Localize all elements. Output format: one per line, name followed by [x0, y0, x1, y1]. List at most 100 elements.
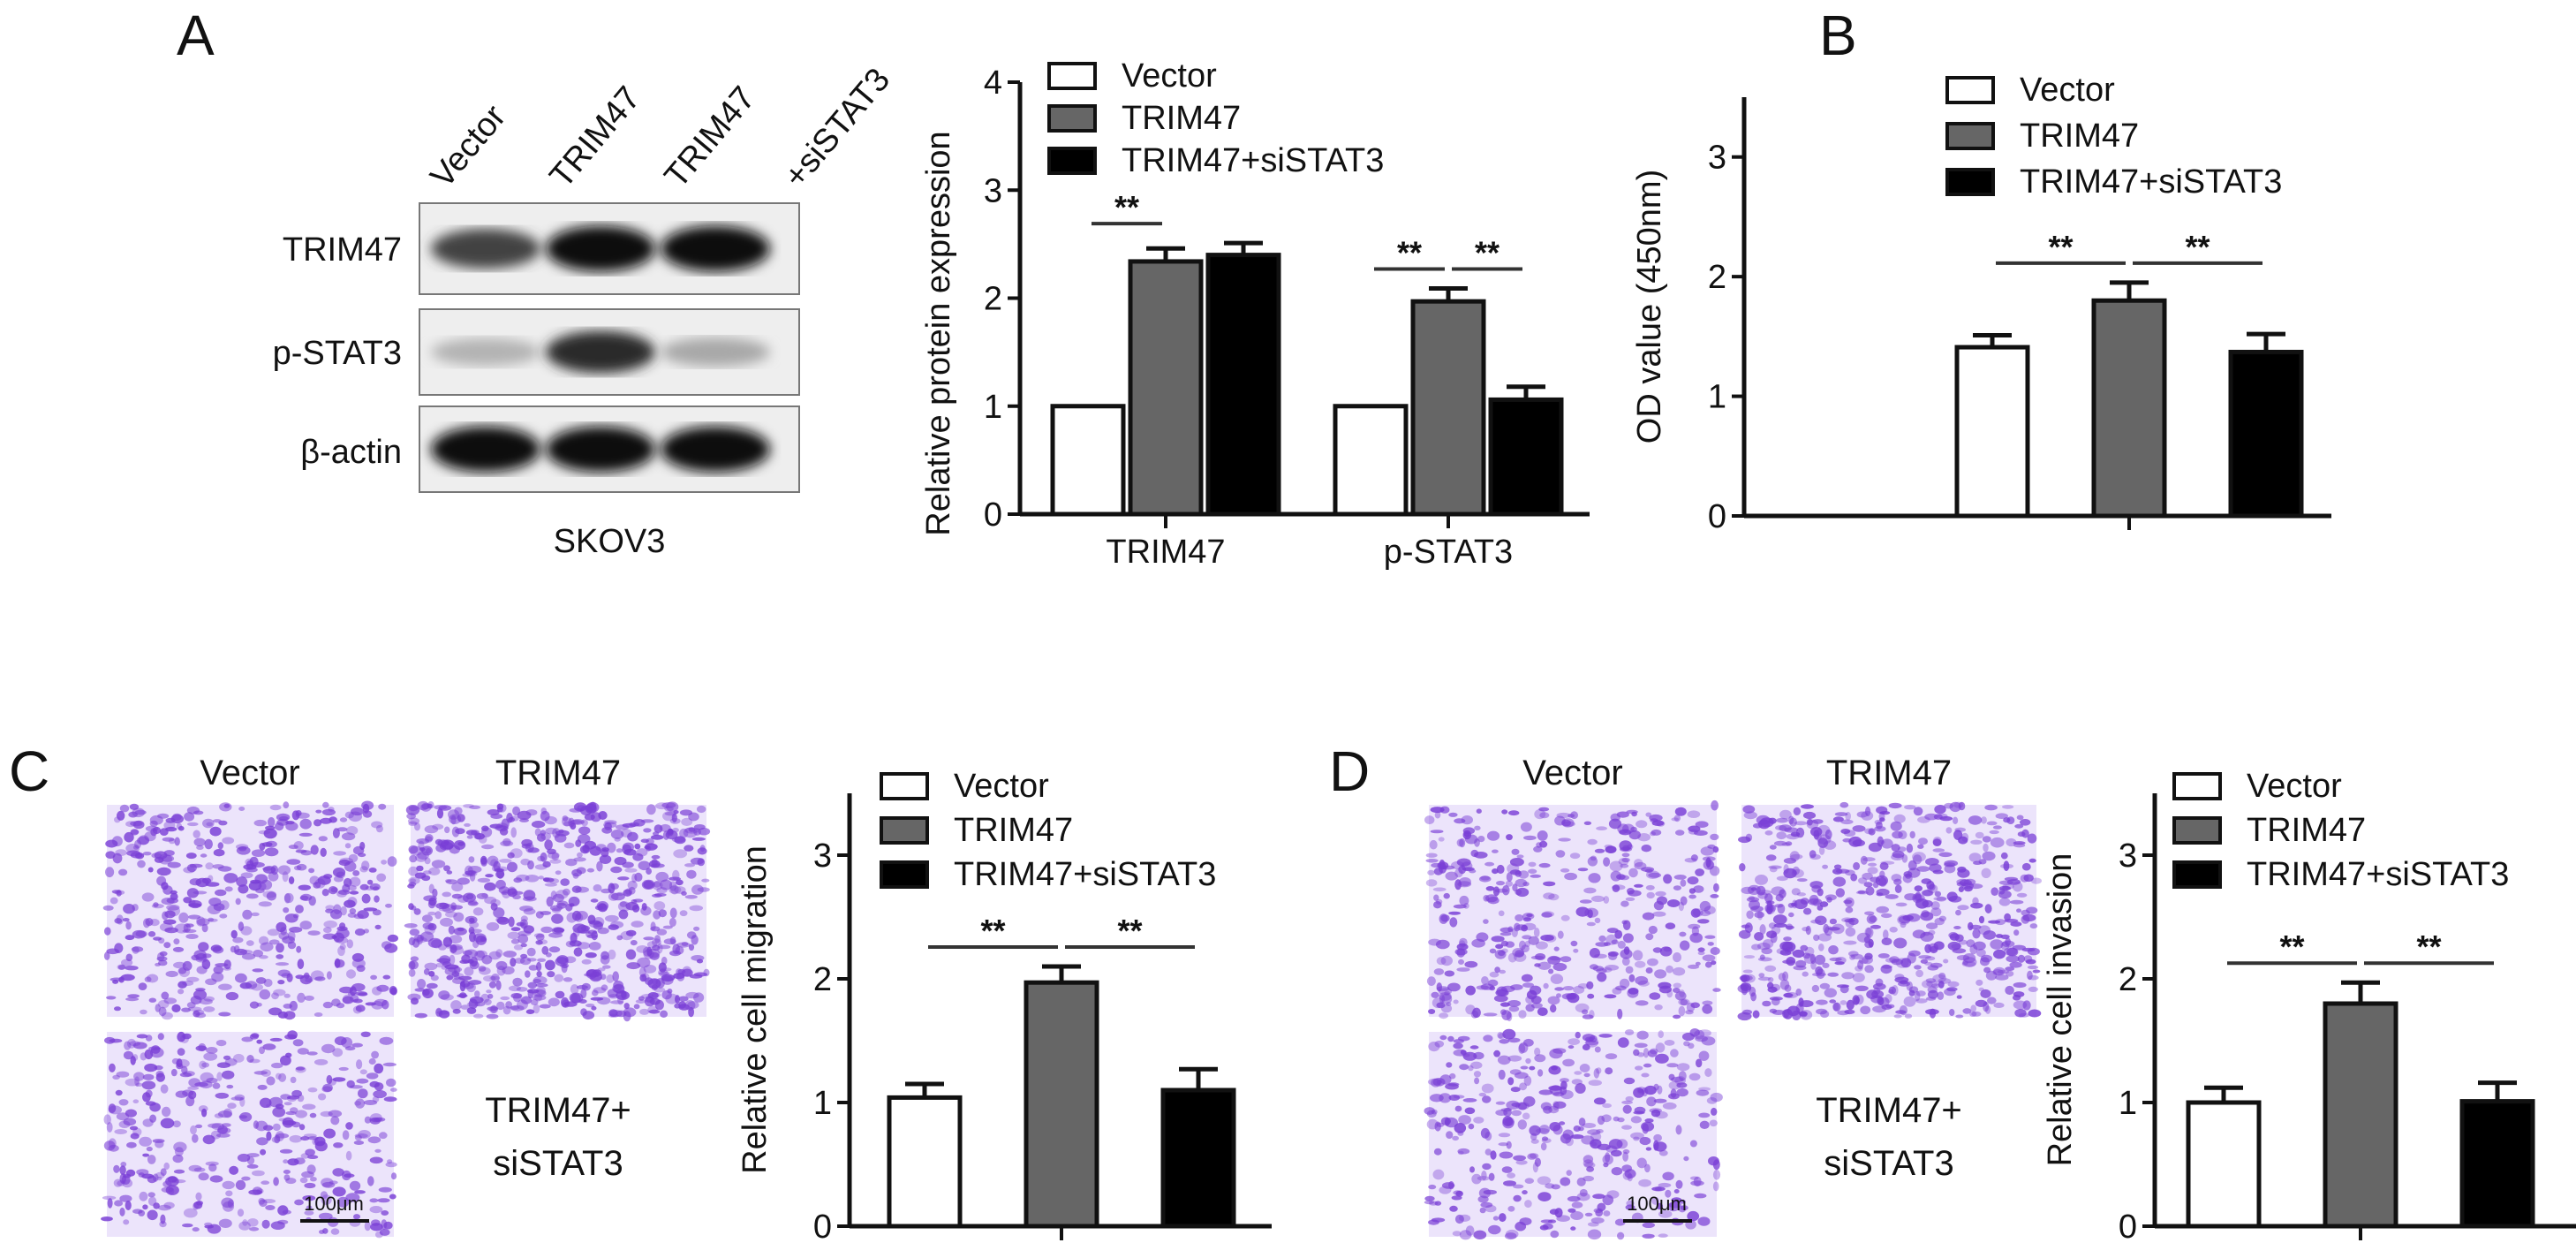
stained-cell — [273, 989, 286, 997]
stained-cell — [1828, 945, 1839, 955]
stained-cell — [1456, 967, 1470, 972]
stained-cell — [1533, 845, 1543, 853]
stained-cell — [359, 866, 368, 873]
stained-cell — [1892, 830, 1903, 839]
stained-cell — [1737, 984, 1752, 994]
stained-cell — [125, 844, 140, 853]
stained-cell — [638, 996, 645, 1001]
stained-cell — [1532, 1162, 1538, 1173]
stained-cell — [1535, 941, 1548, 950]
stained-cell — [124, 831, 134, 843]
stained-cell — [1750, 887, 1757, 891]
stained-cell — [1876, 821, 1883, 830]
legend-swatch — [2172, 860, 2222, 889]
stained-cell — [1474, 825, 1481, 830]
legend-label: Vector — [1122, 57, 1217, 95]
stained-cell — [1634, 883, 1643, 888]
stained-cell — [1816, 999, 1828, 1005]
stained-cell — [1683, 1041, 1690, 1047]
stained-cell — [1711, 1107, 1718, 1116]
stained-cell — [206, 822, 213, 827]
stained-cell — [332, 1186, 346, 1197]
bar — [1954, 345, 2030, 519]
stained-cell — [126, 1141, 137, 1148]
stained-cell — [170, 892, 178, 901]
stained-cell — [1975, 979, 1983, 986]
stained-cell — [1597, 972, 1607, 982]
stained-cell — [1835, 888, 1845, 898]
stained-cell — [1637, 980, 1650, 987]
stained-cell — [1820, 1010, 1830, 1019]
stained-cell — [1533, 928, 1540, 938]
stained-cell — [1507, 1172, 1515, 1178]
stained-cell — [1550, 1230, 1560, 1239]
stained-cell — [1570, 940, 1578, 947]
stained-cell — [161, 1186, 174, 1194]
stained-cell — [655, 871, 669, 883]
stained-cell — [1676, 1087, 1688, 1097]
stained-cell — [648, 1009, 661, 1014]
stained-cell — [201, 1062, 210, 1068]
stained-cell — [259, 1199, 268, 1208]
stained-cell — [633, 1004, 640, 1010]
stained-cell — [655, 802, 669, 810]
stained-cell — [1937, 991, 1945, 1000]
stained-cell — [1976, 948, 1986, 958]
stained-cell — [408, 866, 419, 876]
stained-cell — [208, 918, 218, 922]
stained-cell — [384, 943, 398, 953]
stained-cell — [1622, 1104, 1632, 1114]
stained-cell — [585, 1004, 595, 1008]
stained-cell — [420, 802, 432, 812]
stained-cell — [1680, 999, 1688, 1006]
stained-cell — [507, 931, 520, 940]
stained-cell — [1927, 989, 1938, 999]
stained-cell — [543, 877, 555, 883]
stained-cell — [247, 1218, 259, 1227]
stained-cell — [585, 969, 601, 978]
stained-cell — [1646, 891, 1655, 899]
stained-cell — [2009, 961, 2022, 968]
stained-cell — [1995, 974, 2009, 981]
legend-swatch — [1047, 104, 1097, 133]
stained-cell — [307, 930, 321, 936]
stained-cell — [332, 868, 346, 877]
stained-cell — [1651, 829, 1662, 836]
stained-cell — [1673, 982, 1682, 989]
stained-cell — [1782, 941, 1796, 952]
stained-cell — [1510, 984, 1523, 990]
stained-cell — [629, 822, 640, 827]
legend-swatch — [880, 772, 929, 800]
stained-cell — [123, 1050, 134, 1060]
stained-cell — [468, 980, 482, 985]
stained-cell — [590, 997, 604, 1001]
stained-cell — [571, 885, 582, 893]
stained-cell — [1543, 982, 1549, 989]
stained-cell — [295, 1066, 306, 1071]
image-label-trim47-si-1: TRIM47+ — [1816, 1091, 1962, 1130]
stained-cell — [1944, 862, 1956, 868]
stained-cell — [103, 951, 110, 960]
stained-cell — [1815, 966, 1824, 975]
stained-cell — [1776, 875, 1788, 882]
stained-cell — [144, 831, 156, 842]
stained-cell — [178, 825, 185, 831]
stained-cell — [1537, 961, 1552, 971]
stained-cell — [2004, 913, 2012, 921]
stained-cell — [362, 810, 373, 818]
stained-cell — [154, 1065, 163, 1071]
stained-cell — [1752, 1010, 1760, 1019]
stained-cell — [1986, 821, 1998, 826]
stained-cell — [283, 801, 290, 809]
stained-cell — [510, 958, 517, 967]
legend-label: TRIM47 — [1122, 100, 1241, 137]
stained-cell — [1800, 898, 1809, 905]
stained-cell — [260, 1148, 267, 1156]
stained-cell — [1750, 906, 1764, 913]
stained-cell — [1638, 1178, 1651, 1187]
stained-cell — [2026, 906, 2038, 914]
stained-cell — [173, 938, 180, 945]
stained-cell — [1652, 911, 1666, 917]
stained-cell — [1776, 817, 1788, 823]
stained-cell — [223, 1108, 232, 1118]
